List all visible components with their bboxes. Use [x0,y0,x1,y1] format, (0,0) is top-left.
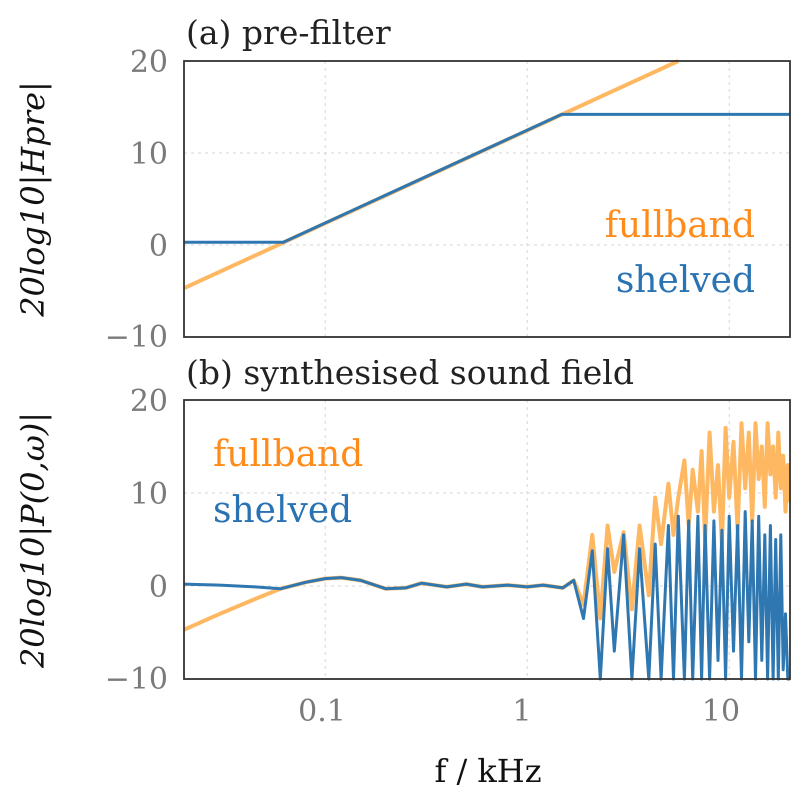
panel-a: 20 10 0 −10 (a) pre-filter fullband shel… [105,13,791,355]
panel-a-legend-fullband: fullband [605,205,755,246]
panel-b-ytick-label: 0 [149,570,168,605]
panel-b-ytick-label: −10 [105,662,168,697]
panel-b-yticks: 20 10 0 −10 [105,384,168,697]
panel-b-ylabel: 20log10|P(0,ω)| [14,412,52,669]
panel-b-legend-shelved: shelved [213,490,352,531]
panel-a-frame [183,60,791,338]
panel-a-ytick-label: −10 [105,320,168,355]
panel-b-xticks: 0.1 1 10 [298,694,740,729]
panel-b-series-shelved [183,510,790,681]
panel-b-ytick-label: 20 [130,384,168,419]
panel-a-yticks: 20 10 0 −10 [105,45,168,355]
panel-a-ylabel: 20log10|Hpre| [14,81,52,318]
panel-a-ytick-label: 0 [149,229,168,264]
panel-b-series [183,421,791,681]
panel-b-xtick-label: 0.1 [298,694,346,729]
x-axis-label: f / kHz [434,752,541,790]
panel-b-ytick-label: 10 [130,477,168,512]
panel-b-frame [183,399,791,680]
panel-b-title: (b) synthesised sound field [186,353,634,392]
panel-a-legend-shelved: shelved [616,260,755,301]
panel-a-ytick-label: 10 [130,137,168,172]
panel-b-xtick-label: 10 [702,694,740,729]
panel-a-series-shelved [184,112,790,244]
panel-b: 20 10 0 −10 0.1 1 10 (b) synthesised sou… [105,353,791,729]
panel-b-xtick-label: 1 [512,694,531,729]
panel-b-legend-fullband: fullband [213,434,363,475]
panel-a-series [183,59,790,291]
panel-a-title: (a) pre-filter [186,13,391,52]
panel-a-ytick-label: 20 [130,45,168,80]
